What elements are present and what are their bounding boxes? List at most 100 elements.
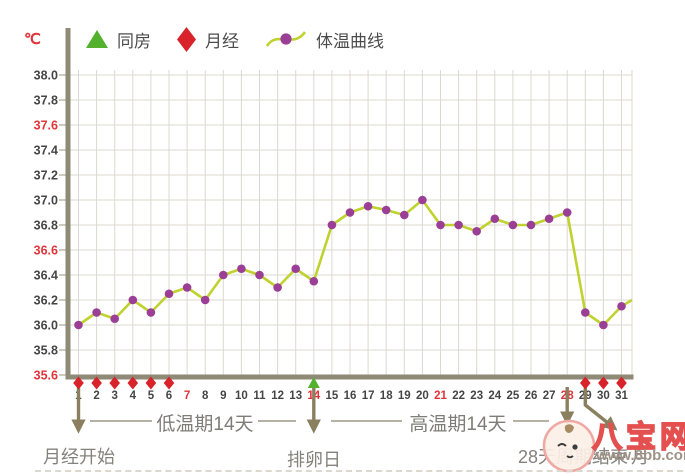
svg-text:37.2: 37.2 [34, 169, 58, 183]
temp-point [164, 289, 174, 299]
temp-point [363, 201, 373, 211]
svg-text:37.4: 37.4 [34, 144, 58, 158]
temperature-line [74, 195, 633, 330]
menstruation-markers [73, 376, 627, 390]
temp-point [544, 214, 554, 224]
temp-point [526, 220, 536, 230]
svg-text:37.0: 37.0 [34, 194, 58, 208]
svg-text:35.8: 35.8 [34, 344, 58, 358]
temp-point [436, 220, 445, 230]
svg-text:20: 20 [416, 390, 429, 402]
curve-dot-icon [265, 27, 307, 51]
temp-point [182, 283, 192, 292]
svg-text:16: 16 [344, 390, 357, 402]
x-tick-labels: 1 2 3 4 5 6 7 8 9 10 11 12 13 14 15 16 17 18 19 20 21 22 23 24 2… [75, 390, 628, 402]
svg-text:26: 26 [525, 390, 538, 402]
svg-text:31: 31 [615, 390, 628, 402]
svg-text:11: 11 [253, 390, 266, 402]
triangle-icon [86, 30, 108, 48]
svg-text:25: 25 [507, 390, 520, 402]
low-phase-label: 低温期14天 [156, 414, 254, 435]
svg-text:6: 6 [166, 390, 172, 402]
temp-point [146, 308, 156, 317]
ovulation-day-label: 排卵日 [287, 450, 341, 470]
svg-text:36.4: 36.4 [34, 269, 58, 283]
temp-point [490, 214, 500, 224]
temp-point [581, 308, 590, 317]
y-tick-labels: 38.0 37.8 37.6 37.4 37.2 37.0 36.8 36.6 36.4 36.2… [34, 69, 58, 383]
temp-point [237, 264, 246, 274]
svg-text:36.0: 36.0 [34, 319, 58, 333]
svg-text:10: 10 [235, 390, 248, 402]
svg-text:3: 3 [111, 390, 117, 402]
menstruation-diamond-icon [616, 376, 627, 390]
svg-text:7: 7 [184, 390, 190, 402]
temp-point [92, 308, 101, 317]
legend-label: 月经 [205, 31, 239, 51]
svg-text:18: 18 [380, 390, 393, 402]
svg-text:27: 27 [543, 390, 556, 402]
svg-text:24: 24 [488, 390, 501, 402]
temp-point [128, 295, 138, 305]
svg-text:9: 9 [220, 390, 226, 402]
svg-text:22: 22 [452, 390, 465, 402]
temp-point [309, 276, 319, 286]
svg-text:38.0: 38.0 [34, 69, 58, 83]
temp-point [110, 314, 119, 324]
svg-text:37.6: 37.6 [34, 119, 58, 133]
temp-point [74, 320, 83, 330]
svg-text:36.2: 36.2 [34, 294, 58, 308]
temp-point [219, 270, 228, 280]
svg-text:36.8: 36.8 [34, 219, 58, 233]
svg-text:36.6: 36.6 [34, 244, 58, 258]
svg-text:8: 8 [202, 390, 209, 402]
y-axis-unit: ℃ [24, 31, 41, 48]
watermark-site-url: www.8bb.com [596, 447, 685, 464]
intercourse-triangle-icon [307, 377, 320, 388]
temp-point [418, 195, 427, 205]
svg-text:4: 4 [130, 390, 137, 402]
menses-start-label: 月经开始 [43, 447, 115, 467]
axis-bars [59, 28, 634, 380]
svg-text:15: 15 [326, 390, 339, 402]
legend-label: 体温曲线 [316, 31, 384, 51]
high-phase-label: 高温期14天 [409, 414, 507, 435]
temp-point [381, 205, 391, 215]
menstruation-diamond-icon [73, 376, 84, 390]
grid-lines [68, 70, 633, 376]
temp-point [617, 301, 626, 311]
legend-item-temperature: 体温曲线 [265, 27, 384, 52]
svg-text:12: 12 [271, 390, 284, 402]
svg-text:30: 30 [597, 390, 610, 402]
menstruation-diamond-icon [91, 376, 102, 390]
svg-text:23: 23 [470, 390, 483, 402]
svg-text:37.8: 37.8 [34, 94, 58, 108]
temp-point [255, 270, 264, 280]
bottom-cut-line [35, 470, 683, 472]
temp-point [562, 208, 572, 217]
temp-point [508, 220, 518, 230]
menstruation-diamond-icon [109, 376, 120, 390]
svg-text:2: 2 [93, 390, 99, 402]
menstruation-diamond-icon [145, 376, 157, 390]
temp-point [454, 220, 463, 230]
baby-face-icon [541, 418, 597, 476]
menstruation-diamond-icon [598, 376, 609, 390]
intercourse-markers [307, 377, 320, 388]
temp-point [345, 208, 355, 217]
svg-text:19: 19 [398, 390, 411, 402]
menstruation-diamond-icon [580, 376, 591, 390]
temp-point [472, 226, 482, 236]
annotation-arrows [71, 387, 618, 434]
menstruation-diamond-icon [127, 376, 139, 390]
temp-point [327, 220, 337, 230]
legend-item-intercourse: 同房 [86, 27, 151, 52]
temp-point [599, 320, 608, 330]
menstruation-diamond-icon [163, 376, 175, 390]
svg-text:13: 13 [289, 390, 302, 402]
legend-label: 同房 [117, 31, 151, 51]
svg-text:21: 21 [434, 390, 447, 402]
temp-point [273, 283, 282, 292]
